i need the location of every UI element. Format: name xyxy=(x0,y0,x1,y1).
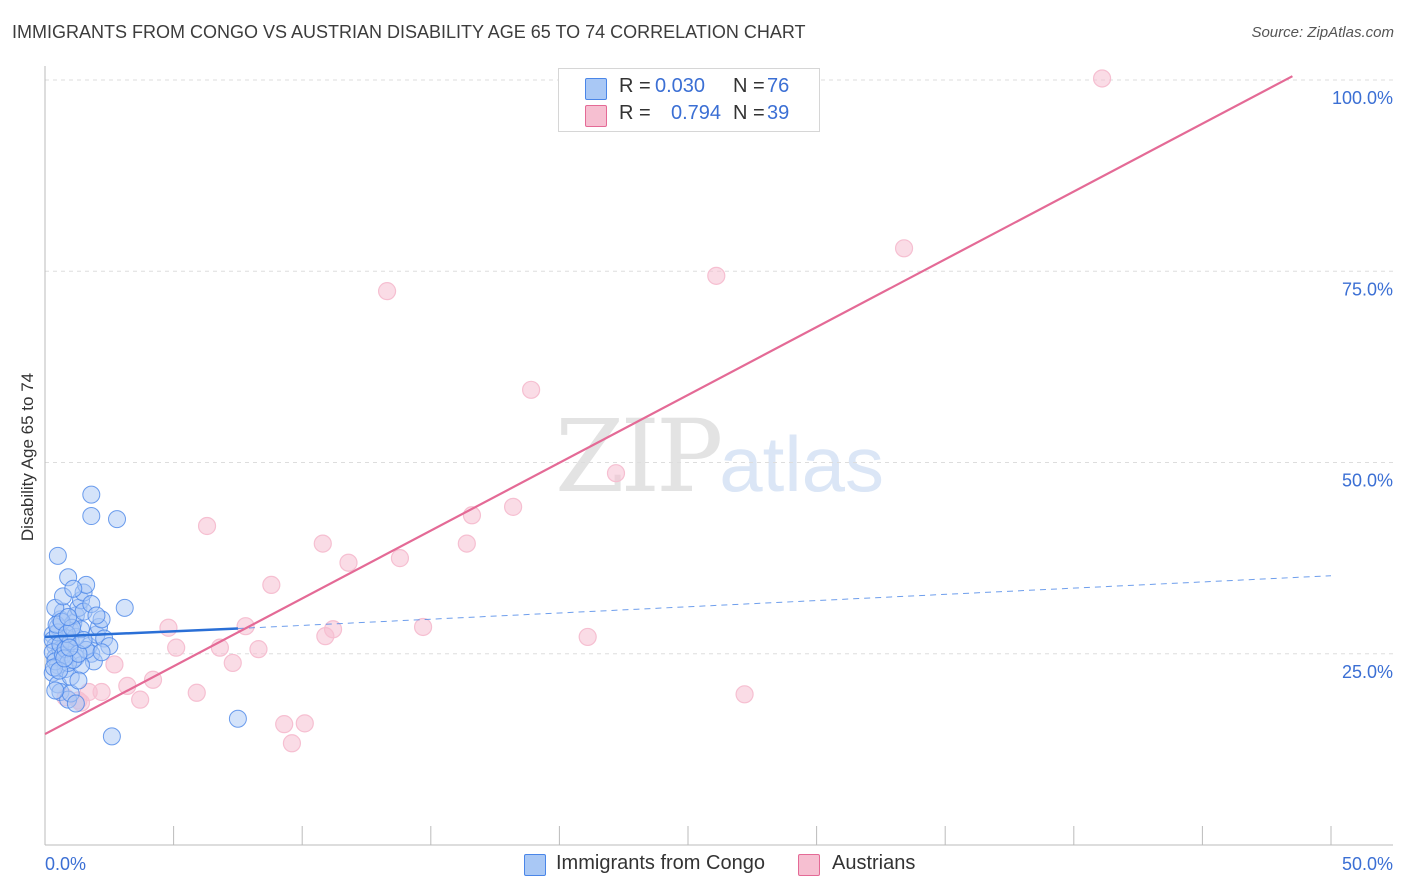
legend-n-label: N = xyxy=(733,75,765,97)
y-tick-label: 50.0% xyxy=(1342,471,1393,491)
data-point-congo xyxy=(48,546,67,565)
y-tick-label: 75.0% xyxy=(1342,279,1393,299)
trend-line-congo xyxy=(44,627,238,639)
data-point-congo xyxy=(102,727,121,746)
data-point-congo xyxy=(46,681,65,700)
data-point-austrians xyxy=(606,464,626,483)
y-axis-title: Disability Age 65 to 74 xyxy=(18,373,37,541)
legend-r-value: 0.030 xyxy=(655,75,706,97)
data-point-austrians xyxy=(413,617,433,637)
data-point-austrians xyxy=(223,653,242,673)
data-point-austrians xyxy=(522,380,541,399)
trend-line-congo-extrapolated xyxy=(237,575,1332,630)
bottom-legend-label-austrians: Austrians xyxy=(832,852,916,874)
data-point-austrians xyxy=(159,618,178,637)
data-point-austrians xyxy=(282,734,302,753)
data-point-austrians xyxy=(187,683,206,702)
data-point-austrians xyxy=(707,266,726,285)
data-point-congo xyxy=(64,579,83,598)
data-point-congo xyxy=(69,671,88,690)
data-point-austrians xyxy=(1092,69,1112,88)
watermark: ZIPatlas xyxy=(555,398,884,515)
data-point-austrians xyxy=(457,534,476,553)
data-point-austrians xyxy=(339,553,358,572)
legend-swatch-austrians xyxy=(585,105,607,127)
data-point-austrians xyxy=(504,497,523,516)
data-point-austrians xyxy=(313,534,332,553)
chart-title: IMMIGRANTS FROM CONGO VS AUSTRIAN DISABI… xyxy=(12,22,806,42)
y-tick-label: 100.0% xyxy=(1332,88,1393,108)
legend-r-value: 0.794 xyxy=(671,102,722,124)
legend-n-value: 76 xyxy=(767,75,790,97)
watermark-atlas: atlas xyxy=(719,420,885,508)
data-point-congo xyxy=(87,606,106,625)
data-point-austrians xyxy=(578,627,597,647)
legend-n-value: 39 xyxy=(767,102,790,124)
data-point-austrians xyxy=(92,682,111,702)
data-point-congo xyxy=(108,510,127,529)
data-point-congo xyxy=(228,709,247,728)
data-point-austrians xyxy=(894,239,914,258)
bottom-legend-swatch-congo xyxy=(524,854,546,876)
data-point-congo xyxy=(66,694,85,713)
data-point-austrians xyxy=(275,715,294,734)
data-point-congo xyxy=(82,485,101,504)
data-point-austrians xyxy=(105,655,124,674)
bottom-legend-swatch-austrians xyxy=(798,854,820,876)
bottom-legend-label-congo: Immigrants from Congo xyxy=(556,852,765,874)
x-tick-label: 0.0% xyxy=(45,854,86,874)
source-label: Source: ZipAtlas.com xyxy=(1251,24,1394,41)
data-point-congo xyxy=(60,638,79,657)
data-point-austrians xyxy=(735,685,754,704)
data-point-congo xyxy=(92,643,111,662)
data-point-congo xyxy=(82,507,101,526)
y-tick-label: 25.0% xyxy=(1342,662,1393,682)
data-point-congo xyxy=(59,608,78,627)
data-point-austrians xyxy=(262,575,281,595)
data-point-austrians xyxy=(390,549,410,568)
legend-swatch-congo xyxy=(585,78,607,100)
data-point-austrians xyxy=(377,282,397,301)
data-point-austrians xyxy=(131,690,150,709)
legend-n-label: N = xyxy=(733,102,765,124)
data-point-austrians xyxy=(197,516,217,536)
data-point-austrians xyxy=(249,640,268,659)
legend-r-label: R = xyxy=(619,75,651,97)
legend-r-label: R = xyxy=(619,102,651,124)
data-point-austrians xyxy=(295,714,314,733)
correlation-legend: R = 0.030 N = 76 R = 0.794 N = 39 xyxy=(558,68,820,132)
watermark-zip: ZIP xyxy=(555,398,723,515)
data-point-austrians xyxy=(167,638,186,657)
data-point-congo xyxy=(115,598,134,617)
x-tick-label: 50.0% xyxy=(1342,854,1393,874)
data-point-austrians xyxy=(316,627,335,646)
trend-line-austrians xyxy=(44,75,1293,736)
